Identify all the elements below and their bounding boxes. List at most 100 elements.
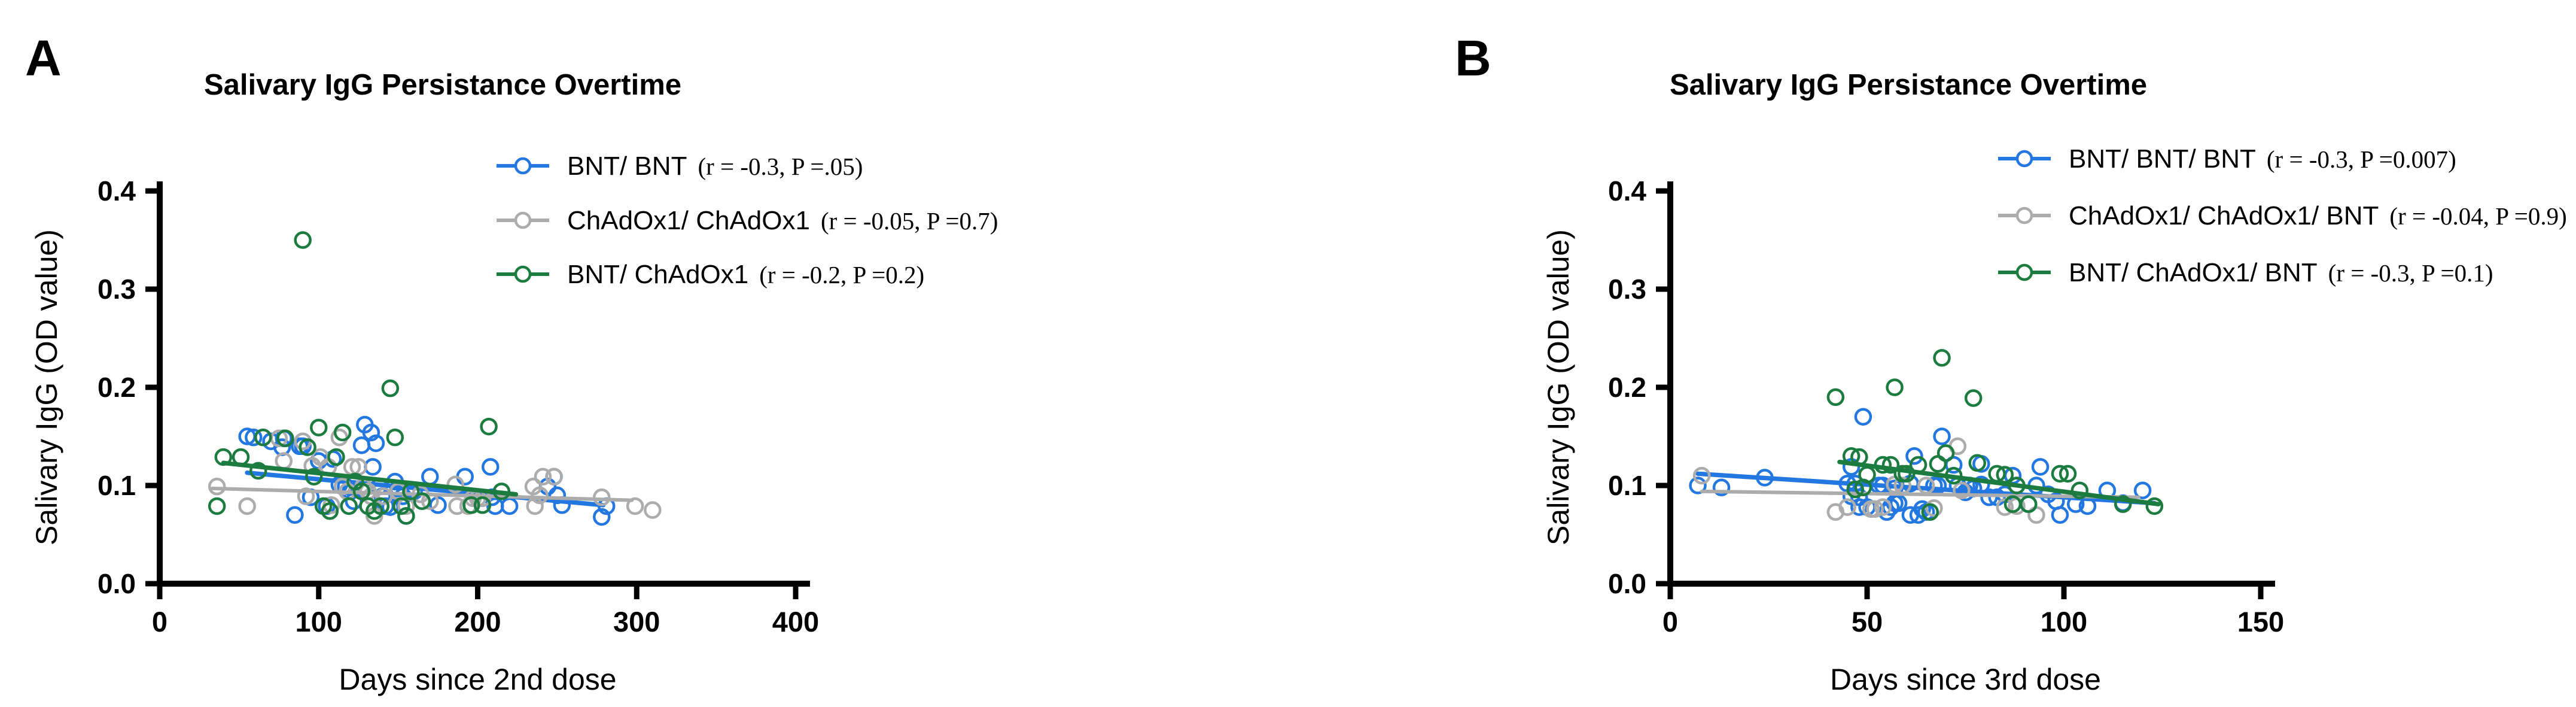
x-tick-label: 100: [296, 606, 342, 638]
legend-label: BNT/ BNT (r = -0.3, P =.05): [567, 151, 863, 181]
y-tick-label: 0.3: [1608, 274, 1646, 305]
y-tick-label: 0.1: [1608, 470, 1646, 501]
data-point: [333, 423, 352, 442]
data-point: [294, 231, 312, 249]
data-point: [386, 428, 404, 447]
legend-entry: BNT/ BNT (r = -0.3, P =.05): [497, 151, 863, 181]
data-point: [644, 501, 662, 519]
data-point: [2059, 465, 2077, 483]
data-point: [381, 379, 400, 398]
data-point: [1964, 389, 1983, 407]
panel-letter: A: [25, 30, 62, 86]
legend-series-name: BNT/ ChAdOx1/ BNT: [2069, 258, 2318, 287]
series-bnt-bnt-bnt: [1689, 408, 2157, 524]
legend-series-name: BNT/ BNT/ BNT: [2069, 144, 2256, 174]
x-tick-label: 50: [1852, 606, 1883, 638]
legend-series-stats: (r = -0.3, P =.05): [698, 153, 863, 180]
x-tick-label: 300: [613, 606, 660, 638]
data-point: [321, 502, 339, 520]
legend-marker-circle: [514, 157, 532, 175]
data-point: [1881, 456, 1900, 474]
legend-label: BNT/ BNT/ BNT (r = -0.3, P =0.007): [2069, 144, 2456, 174]
y-tick-label: 0.3: [98, 274, 136, 305]
data-point: [208, 497, 226, 515]
data-point: [2133, 481, 2152, 499]
data-point: [245, 428, 263, 447]
data-point: [1692, 466, 1711, 485]
y-axis-title: Salivary IgG (OD value): [1542, 229, 1575, 545]
data-point: [249, 462, 267, 480]
y-tick-label: 0.4: [98, 175, 136, 207]
legend-marker-circle: [2015, 263, 2033, 281]
legend-entry: BNT/ BNT/ BNT (r = -0.3, P =0.007): [1998, 144, 2456, 174]
data-point: [362, 423, 380, 442]
axis-lines: [157, 181, 810, 587]
legend-entry: ChAdOx1/ ChAdOx1 (r = -0.05, P =0.7): [497, 206, 998, 235]
data-point: [1689, 477, 1707, 494]
data-point: [593, 508, 611, 526]
y-tick-label: 0.2: [98, 372, 136, 403]
data-point: [1866, 500, 1884, 518]
data-point: [1996, 498, 2014, 516]
data-point: [208, 477, 226, 496]
y-tick-label: 0.1: [98, 470, 136, 501]
data-point: [482, 458, 500, 476]
data-point: [2070, 481, 2089, 499]
data-point: [531, 486, 549, 505]
data-point: [2051, 506, 2069, 524]
x-tick-label: 0: [1662, 606, 1678, 638]
data-point: [545, 468, 563, 486]
y-axis-title: Salivary IgG (OD value): [30, 229, 63, 545]
panel-b: BNT/ BNT/ BNT (r = -0.3, P =0.007) ChAdOx1…: [1656, 144, 2567, 599]
data-point: [1854, 408, 1872, 426]
data-point: [446, 475, 465, 494]
data-point: [593, 488, 611, 506]
data-point: [456, 468, 474, 486]
data-point: [1968, 454, 1986, 472]
legend-label: BNT/ ChAdOx1/ BNT (r = -0.3, P =0.1): [2069, 258, 2493, 287]
data-point: [397, 507, 415, 525]
x-tick-label: 400: [772, 606, 819, 638]
trend-line: [221, 460, 519, 497]
data-point: [1953, 481, 1971, 499]
legend-series-name: BNT/ ChAdOx1: [567, 260, 748, 289]
chart-title: Salivary IgG Persistance Overtime: [204, 69, 681, 101]
data-point: [1933, 349, 1951, 367]
trend-line: [1837, 459, 2161, 506]
data-point: [2145, 497, 2164, 515]
data-point: [367, 434, 385, 453]
data-point: [480, 417, 498, 436]
data-point: [1936, 444, 1955, 462]
legend-series-name: BNT/ BNT: [567, 151, 687, 181]
x-axis-title: Days since 3rd dose: [1830, 663, 2101, 696]
data-point: [340, 497, 358, 515]
legend-entry: ChAdOx1/ ChAdOx1/ BNT (r = -0.04, P =0.9): [1998, 201, 2567, 230]
data-point: [500, 497, 519, 515]
legend-series-stats: (r = -0.3, P =0.007): [2267, 145, 2456, 173]
axis-lines: [1667, 181, 2275, 587]
data-point: [392, 497, 410, 515]
data-point: [421, 468, 439, 486]
legend-series-stats: (r = -0.3, P =0.1): [2328, 259, 2493, 287]
data-point: [327, 448, 345, 466]
y-tick-label: 0.0: [1608, 568, 1646, 599]
chart-title: Salivary IgG Persistance Overtime: [1670, 69, 2147, 101]
legend-series-stats: (r = -0.2, P =0.2): [759, 261, 924, 289]
data-point: [297, 487, 315, 505]
data-point: [462, 496, 480, 514]
legend-series-name: ChAdOx1/ ChAdOx1: [567, 206, 810, 235]
data-point: [352, 483, 371, 500]
data-point: [1712, 478, 1731, 497]
legend-label: ChAdOx1/ ChAdOx1/ BNT (r = -0.04, P =0.9): [2069, 201, 2567, 230]
trend-line: [1700, 489, 2141, 499]
data-point: [1925, 499, 1943, 517]
legend-label: BNT/ ChAdOx1 (r = -0.2, P =0.2): [567, 260, 924, 289]
data-point: [254, 428, 272, 447]
data-point: [2020, 495, 2038, 513]
legend-series-stats: (r = -0.05, P =0.7): [821, 207, 998, 235]
y-tick-label: 0.4: [1608, 175, 1646, 207]
data-point: [1913, 500, 1931, 518]
data-point: [1838, 498, 1856, 516]
data-point: [1874, 498, 1892, 516]
